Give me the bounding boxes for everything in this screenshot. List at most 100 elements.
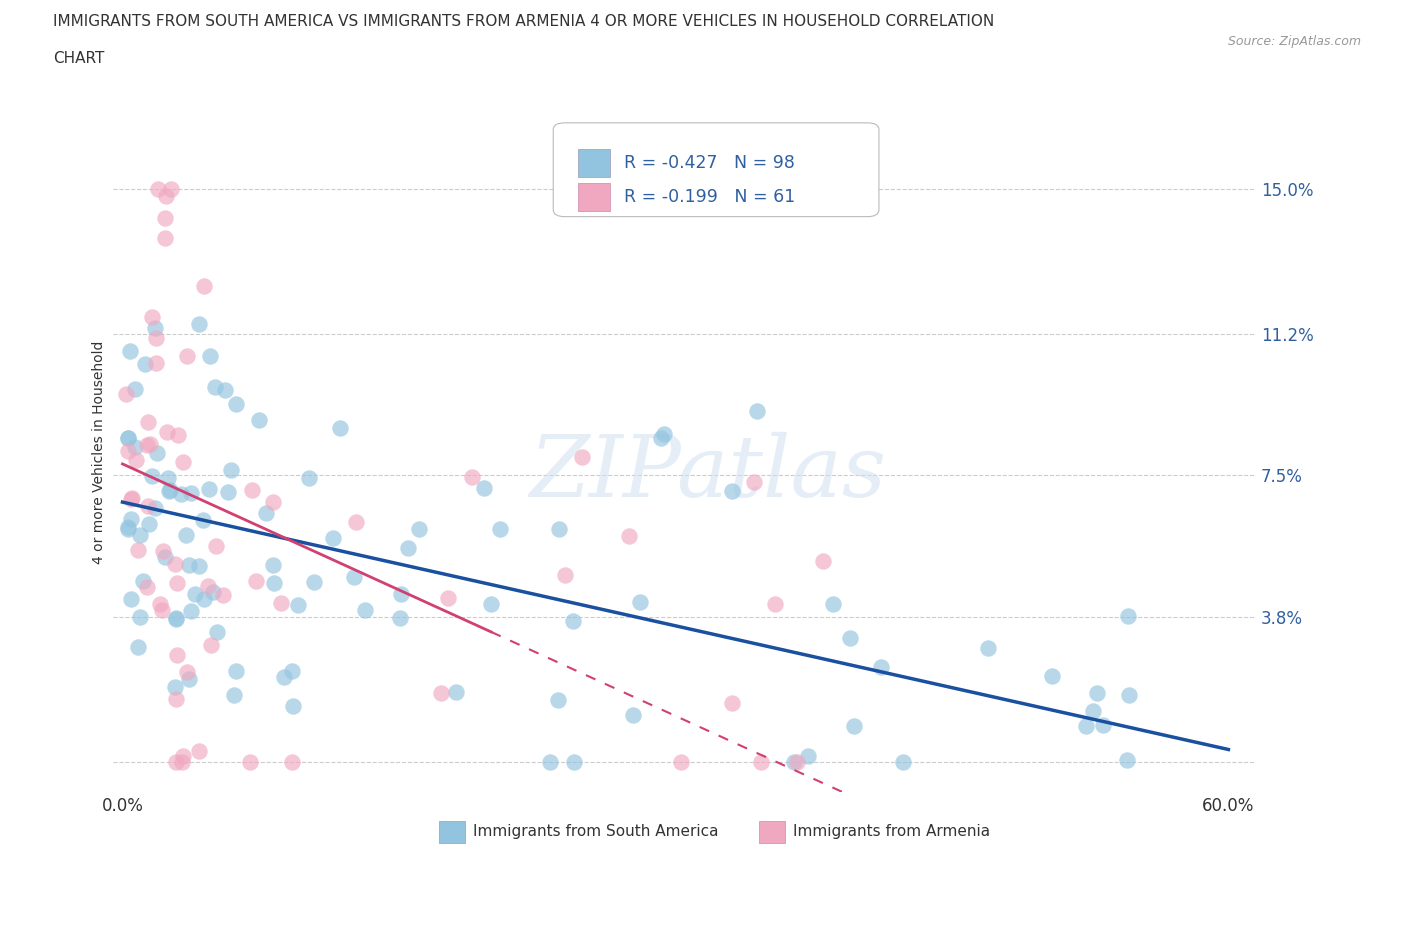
Point bbox=[165, 556, 187, 571]
Text: Source: ZipAtlas.com: Source: ZipAtlas.com bbox=[1227, 35, 1361, 48]
Point bbox=[155, 189, 177, 204]
Point bbox=[461, 470, 484, 485]
Point bbox=[1118, 687, 1140, 702]
Point bbox=[354, 603, 377, 618]
Point bbox=[329, 420, 352, 435]
Point bbox=[176, 349, 198, 364]
Point bbox=[121, 490, 143, 505]
Point bbox=[153, 231, 176, 246]
Point bbox=[344, 514, 367, 529]
Point bbox=[172, 455, 194, 470]
Point bbox=[129, 527, 152, 542]
Point bbox=[172, 754, 194, 769]
Point bbox=[200, 637, 222, 652]
Point bbox=[796, 749, 818, 764]
Point bbox=[159, 483, 181, 498]
Point bbox=[721, 696, 744, 711]
Point bbox=[893, 754, 915, 769]
Point bbox=[153, 550, 176, 565]
Point bbox=[298, 471, 321, 485]
Point bbox=[117, 431, 139, 445]
Point bbox=[184, 587, 207, 602]
Point bbox=[281, 754, 304, 769]
Point bbox=[204, 379, 226, 394]
Point bbox=[287, 598, 309, 613]
Point bbox=[1115, 753, 1137, 768]
Point bbox=[197, 578, 219, 593]
Point bbox=[977, 641, 1000, 656]
Point bbox=[1081, 704, 1104, 719]
Point bbox=[128, 610, 150, 625]
Point bbox=[191, 512, 214, 527]
Point bbox=[389, 610, 412, 625]
Point bbox=[166, 647, 188, 662]
Point bbox=[187, 559, 209, 574]
Point bbox=[212, 587, 235, 602]
Point bbox=[225, 397, 247, 412]
Point bbox=[127, 542, 149, 557]
Point bbox=[1085, 685, 1108, 700]
Point bbox=[120, 591, 142, 606]
Point bbox=[198, 482, 221, 497]
Point bbox=[115, 387, 138, 402]
Point bbox=[343, 570, 366, 585]
Point bbox=[163, 679, 186, 694]
Point bbox=[749, 754, 772, 769]
Point bbox=[205, 624, 228, 639]
Point bbox=[263, 576, 285, 591]
Point bbox=[172, 748, 194, 763]
Point bbox=[214, 382, 236, 397]
Point bbox=[120, 512, 142, 526]
Point bbox=[180, 486, 202, 501]
Point bbox=[177, 557, 200, 572]
Point bbox=[437, 591, 460, 605]
Point bbox=[742, 474, 765, 489]
Point bbox=[165, 611, 187, 626]
Point bbox=[281, 698, 304, 713]
Point bbox=[117, 522, 139, 537]
Point bbox=[143, 321, 166, 336]
Point bbox=[721, 484, 744, 498]
Point bbox=[669, 754, 692, 769]
Text: R = -0.199   N = 61: R = -0.199 N = 61 bbox=[624, 188, 796, 206]
Point bbox=[489, 522, 512, 537]
Point bbox=[222, 688, 245, 703]
Point bbox=[239, 754, 262, 769]
Bar bbox=[578, 149, 610, 178]
Point bbox=[869, 659, 891, 674]
Point bbox=[118, 343, 141, 358]
Point bbox=[179, 671, 201, 686]
Point bbox=[1074, 719, 1097, 734]
Point bbox=[322, 530, 344, 545]
Point bbox=[262, 558, 284, 573]
Point bbox=[141, 309, 163, 324]
Point bbox=[281, 663, 304, 678]
Point bbox=[145, 356, 167, 371]
Point bbox=[135, 437, 157, 452]
Point bbox=[165, 754, 187, 769]
Point bbox=[193, 279, 215, 294]
Point bbox=[245, 574, 267, 589]
Point bbox=[408, 522, 430, 537]
Point bbox=[174, 527, 197, 542]
Point bbox=[170, 487, 193, 502]
Point bbox=[127, 640, 149, 655]
Point bbox=[783, 754, 806, 769]
Point bbox=[124, 381, 146, 396]
Point bbox=[145, 500, 167, 515]
Point bbox=[188, 316, 211, 331]
Point bbox=[153, 211, 176, 226]
Point bbox=[562, 754, 585, 769]
Text: IMMIGRANTS FROM SOUTH AMERICA VS IMMIGRANTS FROM ARMENIA 4 OR MORE VEHICLES IN H: IMMIGRANTS FROM SOUTH AMERICA VS IMMIGRA… bbox=[53, 14, 994, 29]
Point bbox=[650, 431, 672, 445]
Point bbox=[786, 754, 808, 769]
Text: Immigrants from South America: Immigrants from South America bbox=[474, 824, 718, 839]
Point bbox=[176, 664, 198, 679]
Point bbox=[1116, 608, 1139, 623]
Bar bbox=[578, 182, 610, 211]
Point bbox=[479, 596, 502, 611]
Point bbox=[165, 692, 187, 707]
Point bbox=[538, 754, 561, 769]
Point bbox=[152, 543, 174, 558]
Point bbox=[628, 594, 651, 609]
